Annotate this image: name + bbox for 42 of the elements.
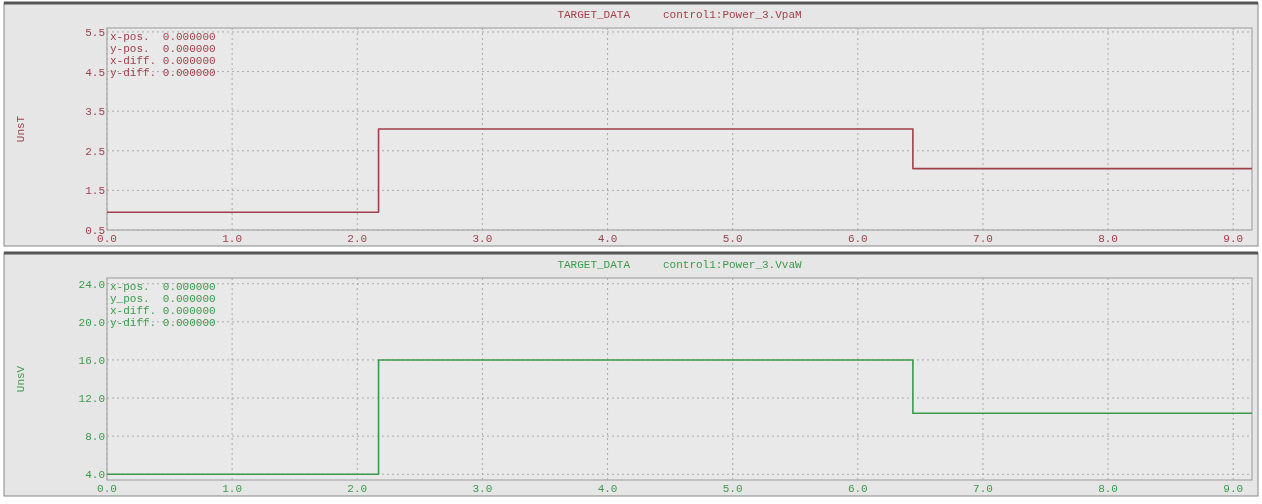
x-tick-label: 8.0 bbox=[1098, 233, 1118, 245]
annotation: y-diff. 0.000000 bbox=[110, 67, 216, 79]
x-tick-label: 6.0 bbox=[847, 233, 868, 245]
annotation: x-pos. 0.000000 bbox=[110, 31, 216, 43]
x-tick-label: 1.0 bbox=[222, 233, 243, 245]
y-tick-label: 24.0 bbox=[78, 278, 105, 291]
x-tick-label: 9.0 bbox=[1223, 483, 1244, 495]
x-tick-label: 5.0 bbox=[722, 483, 743, 495]
x-tick-label: 6.0 bbox=[847, 483, 868, 495]
y-tick-label: 1.5 bbox=[85, 185, 105, 198]
y-axis-title: UnsV bbox=[15, 365, 27, 393]
x-tick-label: 1.0 bbox=[222, 483, 243, 495]
y-tick-label: 8.0 bbox=[85, 431, 105, 444]
x-tick-label: 4.0 bbox=[597, 233, 618, 245]
y-tick-label: 3.5 bbox=[85, 106, 105, 119]
x-tick-label: 8.0 bbox=[1098, 483, 1118, 495]
x-tick-label: 7.0 bbox=[973, 233, 993, 245]
annotation: x-diff. 0.000000 bbox=[110, 55, 216, 67]
annotation: y_pos. 0.000000 bbox=[110, 293, 216, 305]
annotation: y-diff. 0.000000 bbox=[110, 317, 216, 329]
chart-title: TARGET_DATA control1:Power_3.VvaW bbox=[557, 259, 803, 271]
x-tick-label: 3.0 bbox=[472, 483, 493, 495]
annotation: x-diff. 0.000000 bbox=[110, 305, 216, 317]
y-axis-title: UnsT bbox=[15, 115, 27, 143]
annotation: y-pos. 0.000000 bbox=[110, 43, 216, 55]
y-tick-label: 4.5 bbox=[85, 66, 105, 79]
y-tick-label: 20.0 bbox=[78, 316, 105, 329]
y-tick-label: 5.5 bbox=[85, 26, 105, 39]
x-tick-label: 5.0 bbox=[722, 233, 743, 245]
x-tick-label: 7.0 bbox=[973, 483, 993, 495]
chart-title: TARGET_DATA control1:Power_3.VpaM bbox=[557, 9, 802, 21]
x-tick-label: 4.0 bbox=[597, 483, 618, 495]
x-tick-label: 3.0 bbox=[472, 233, 493, 245]
x-tick-label: 9.0 bbox=[1223, 233, 1244, 245]
annotation: x-pos. 0.000000 bbox=[110, 281, 216, 293]
y-tick-label: 12.0 bbox=[78, 393, 105, 406]
y-tick-label: 4.0 bbox=[85, 469, 105, 482]
x-tick-label: 2.0 bbox=[347, 233, 368, 245]
x-tick-label: 0.0 bbox=[97, 483, 117, 495]
y-tick-label: 16.0 bbox=[78, 354, 105, 367]
y-tick-label: 2.5 bbox=[85, 145, 105, 158]
x-tick-label: 2.0 bbox=[347, 483, 368, 495]
